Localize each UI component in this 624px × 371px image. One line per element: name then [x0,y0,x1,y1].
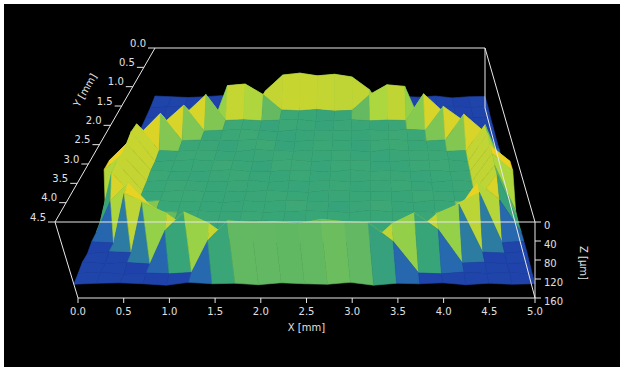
svg-text:Y [mm]: Y [mm] [71,72,99,110]
svg-text:X [mm]: X [mm] [288,322,325,333]
svg-text:1.5: 1.5 [207,306,223,317]
svg-text:120: 120 [544,277,563,288]
svg-text:0.5: 0.5 [116,306,132,317]
svg-text:0.0: 0.0 [70,306,86,317]
svg-text:2.0: 2.0 [253,306,269,317]
svg-text:4.5: 4.5 [481,306,497,317]
svg-text:160: 160 [544,296,563,307]
svg-text:0.0: 0.0 [130,38,146,49]
svg-text:1.0: 1.0 [161,306,177,317]
svg-text:0: 0 [544,220,550,231]
svg-text:4.5: 4.5 [30,212,46,223]
svg-text:2.5: 2.5 [75,134,91,145]
svg-text:2.5: 2.5 [299,306,315,317]
svg-text:40: 40 [544,239,557,250]
svg-text:4.0: 4.0 [436,306,452,317]
svg-text:4.0: 4.0 [41,192,57,203]
svg-text:1.0: 1.0 [108,76,124,87]
svg-text:5.0: 5.0 [527,306,543,317]
svg-text:3.5: 3.5 [52,173,68,184]
svg-text:80: 80 [544,258,557,269]
svg-text:3.0: 3.0 [344,306,360,317]
svg-text:2.0: 2.0 [86,115,102,126]
svg-text:3.0: 3.0 [63,154,79,165]
svg-text:1.5: 1.5 [97,96,113,107]
svg-text:Z [µm]: Z [µm] [578,246,589,280]
svg-text:3.5: 3.5 [390,306,406,317]
svg-text:0.5: 0.5 [119,57,135,68]
